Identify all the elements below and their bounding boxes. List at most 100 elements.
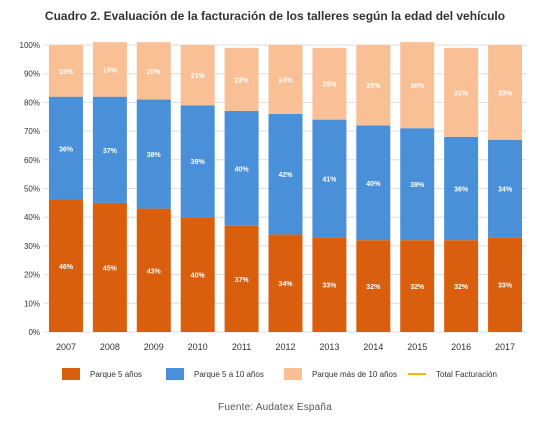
- bar-parque-5-10-2012: [268, 113, 303, 235]
- y-tick-label: 50%: [24, 185, 40, 194]
- bar-parque-5-10-2016: [444, 136, 479, 241]
- bar-parque-mas-10-2016: [444, 47, 479, 137]
- bar-parque-5-10-2015: [400, 128, 435, 241]
- data-label-parque-mas-10-2015: 30%: [410, 83, 425, 90]
- data-label-parque-mas-10-2007: 18%: [59, 69, 74, 76]
- bar-parque-5-10-2010: [180, 105, 215, 218]
- data-label-parque-5-2017: 33%: [498, 283, 513, 290]
- bar-parque-5-10-2013: [312, 119, 347, 238]
- data-label-parque-mas-10-2009: 20%: [147, 69, 162, 76]
- x-tick-label-2017: 2017: [495, 342, 515, 352]
- bar-parque-mas-10-2010: [180, 45, 215, 106]
- data-label-parque-5-2008: 45%: [103, 265, 118, 272]
- y-tick-label: 20%: [24, 271, 40, 280]
- x-tick-label-2015: 2015: [407, 342, 427, 352]
- data-label-parque-5-2007: 46%: [59, 264, 74, 271]
- legend-item-parque-5: Parque 5 años: [62, 366, 142, 382]
- data-label-parque-mas-10-2017: 33%: [498, 90, 513, 97]
- data-label-parque-5-2016: 32%: [454, 284, 469, 291]
- legend-label-parque-5: Parque 5 años: [90, 369, 143, 379]
- data-label-parque-5-2010: 40%: [191, 273, 206, 280]
- y-tick-label: 80%: [24, 98, 40, 107]
- bar-parque-5-10-2017: [488, 139, 523, 238]
- data-label-parque-mas-10-2013: 25%: [322, 82, 337, 89]
- bar-parque-mas-10-2013: [312, 47, 347, 120]
- data-label-parque-mas-10-2012: 24%: [278, 77, 293, 84]
- x-axis-ticks: 2007 2008 2009 2010 2011 2012 2013 2014 2015 2016…: [56, 342, 515, 352]
- x-tick-label-2008: 2008: [100, 342, 120, 352]
- legend-label-parque-mas-10: Parque más de 10 años: [312, 369, 397, 379]
- y-tick-label: 60%: [24, 156, 40, 165]
- data-labels: 46% 36% 18% 45% 37% 19% 43% 38% 20% 40% 39% 21% 37% 4…: [59, 67, 513, 291]
- bar-parque-5-2013: [312, 237, 347, 332]
- bar-parque-5-2010: [180, 217, 215, 332]
- x-tick-label-2012: 2012: [275, 342, 295, 352]
- bar-parque-mas-10-2012: [268, 45, 303, 114]
- data-label-parque-mas-10-2008: 19%: [103, 67, 118, 74]
- data-label-parque-5-10-2017: 34%: [498, 187, 513, 194]
- bar-parque-mas-10-2014: [356, 45, 391, 126]
- bar-parque-5-10-2007: [48, 96, 83, 200]
- data-label-parque-mas-10-2010: 21%: [191, 73, 206, 80]
- bars: [48, 42, 523, 332]
- x-tick-label-2014: 2014: [363, 342, 383, 352]
- bar-parque-5-2009: [136, 208, 171, 332]
- bar-parque-mas-10-2007: [48, 45, 83, 97]
- data-label-parque-mas-10-2016: 31%: [454, 90, 469, 97]
- data-label-parque-5-10-2008: 37%: [103, 148, 118, 155]
- y-tick-label: 100%: [20, 41, 40, 50]
- bar-parque-mas-10-2008: [92, 42, 127, 97]
- bar-parque-mas-10-2009: [136, 42, 171, 100]
- data-label-parque-5-10-2013: 41%: [322, 176, 337, 183]
- y-tick-label: 0%: [28, 328, 40, 337]
- bar-parque-5-2007: [48, 199, 83, 332]
- chart-title: Cuadro 2. Evaluación de la facturación d…: [44, 9, 506, 23]
- y-tick-label: 70%: [24, 127, 40, 136]
- y-axis-ticks: 0% 10% 20% 30% 40% 50% 60% 70% 80% 90% 100%: [20, 41, 40, 337]
- x-tick-label-2013: 2013: [319, 342, 339, 352]
- x-tick-label-2016: 2016: [451, 342, 471, 352]
- x-tick-label-2011: 2011: [232, 342, 251, 352]
- legend-swatch-total-facturacion: [408, 373, 426, 375]
- data-label-parque-mas-10-2014: 28%: [366, 83, 381, 90]
- bar-parque-5-2012: [268, 234, 303, 332]
- bar-parque-mas-10-2015: [400, 42, 435, 129]
- bar-parque-5-10-2009: [136, 99, 171, 209]
- data-label-parque-5-10-2009: 38%: [147, 152, 162, 159]
- data-label-parque-5-10-2007: 36%: [59, 146, 74, 153]
- x-tick-label-2009: 2009: [144, 342, 164, 352]
- legend-item-parque-5-10: Parque 5 a 10 años: [166, 366, 264, 382]
- y-tick-label: 90%: [24, 70, 40, 79]
- data-label-parque-5-2012: 34%: [278, 281, 293, 288]
- data-label-parque-5-2013: 33%: [322, 283, 337, 290]
- legend-label-total-facturacion: Total Facturación: [436, 369, 497, 379]
- data-label-parque-5-10-2016: 36%: [454, 187, 469, 194]
- y-tick-label: 10%: [24, 299, 40, 308]
- data-label-parque-mas-10-2011: 22%: [235, 77, 250, 84]
- bar-parque-5-2014: [356, 240, 391, 332]
- bar-parque-5-2011: [224, 225, 259, 332]
- bar-parque-5-2015: [400, 240, 435, 332]
- source-note: Fuente: Audatex España: [218, 402, 332, 413]
- bar-parque-5-2017: [488, 237, 523, 332]
- bar-parque-5-10-2008: [92, 96, 127, 203]
- bar-parque-mas-10-2011: [224, 47, 259, 112]
- legend-item-parque-mas-10: Parque más de 10 años: [284, 366, 397, 382]
- legend-item-total-facturacion: Total Facturación: [408, 366, 497, 382]
- bar-parque-5-10-2011: [224, 111, 259, 226]
- data-label-parque-5-10-2012: 42%: [278, 172, 293, 179]
- y-tick-label: 40%: [24, 213, 40, 222]
- data-label-parque-5-10-2015: 39%: [410, 182, 425, 189]
- bar-parque-5-10-2014: [356, 125, 391, 241]
- x-tick-label-2010: 2010: [188, 342, 208, 352]
- bar-parque-5-2016: [444, 240, 479, 332]
- legend-swatch-parque-5-10: [166, 368, 184, 380]
- y-tick-label: 30%: [24, 242, 40, 251]
- x-tick-label-2007: 2007: [56, 342, 76, 352]
- data-label-parque-5-2015: 32%: [410, 284, 425, 291]
- stacked-bar-chart: 0% 10% 20% 30% 40% 50% 60% 70% 80% 90% 100% 46% 36%…: [20, 41, 527, 352]
- data-label-parque-5-2014: 32%: [366, 284, 381, 291]
- data-label-parque-5-10-2011: 40%: [235, 166, 250, 173]
- legend-swatch-parque-5: [62, 368, 80, 380]
- legend-swatch-parque-mas-10: [284, 368, 302, 380]
